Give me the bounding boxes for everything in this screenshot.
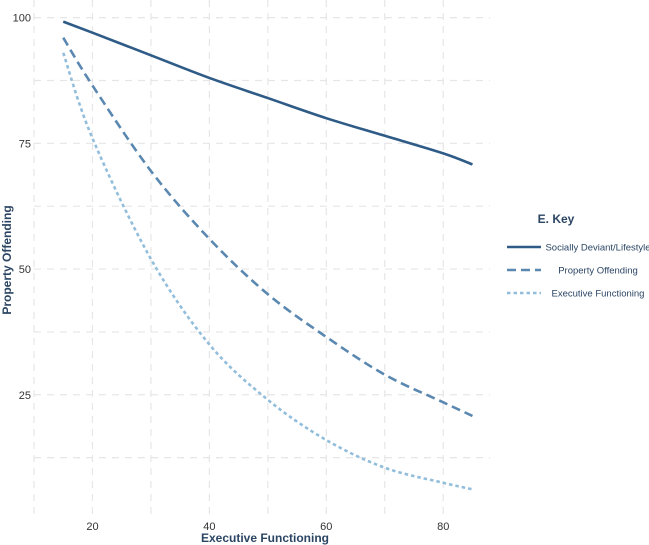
x-axis-title: Executive Functioning	[201, 531, 329, 545]
series-line-1	[62, 20, 473, 166]
legend-label-3: Executive Functioning	[552, 289, 645, 300]
y-axis-title: Property Offending	[0, 205, 14, 314]
tick-labels: 20 40 60 80 25 50 75 100	[13, 13, 450, 533]
legend: E. Key Socially Deviant/Lifestyle Propert…	[507, 212, 649, 300]
series-line-3	[62, 52, 473, 491]
grid	[33, 0, 490, 518]
x-tick-label: 80	[437, 521, 449, 533]
y-tick-label: 50	[19, 264, 31, 276]
x-tick-label: 20	[86, 521, 98, 533]
series-lines	[62, 20, 474, 491]
y-tick-label: 25	[19, 390, 31, 402]
x-tick-label: 60	[320, 521, 332, 533]
legend-label-2: Property Offending	[558, 266, 638, 277]
series-line-2	[62, 37, 474, 418]
y-tick-label: 75	[19, 138, 31, 150]
legend-label-1: Socially Deviant/Lifestyle	[545, 243, 649, 254]
x-tick-label: 40	[203, 521, 215, 533]
legend-title: E. Key	[538, 212, 575, 226]
y-tick-label: 100	[13, 13, 31, 25]
